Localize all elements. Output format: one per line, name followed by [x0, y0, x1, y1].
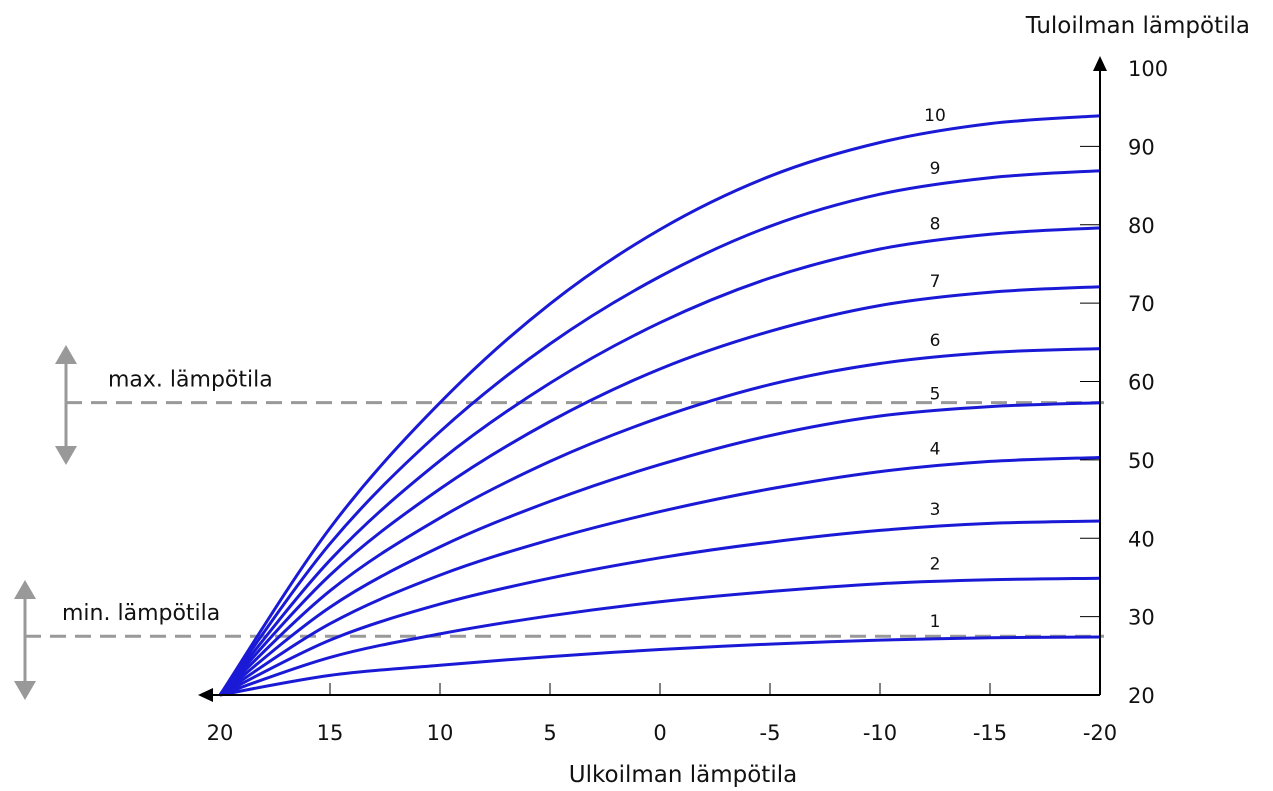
y-tick-label: 100 — [1128, 57, 1168, 81]
y-tick-label: 30 — [1128, 606, 1155, 630]
y-tick-label: 70 — [1128, 292, 1155, 316]
y-tick-label: 90 — [1128, 135, 1155, 159]
max-up-arrow-icon — [55, 345, 77, 364]
curve-label-3: 3 — [930, 500, 941, 520]
axes-layer — [198, 56, 1107, 702]
curve-label-9: 9 — [930, 159, 941, 179]
heating-curve-10 — [218, 114, 1101, 696]
curve-label-8: 8 — [930, 215, 941, 235]
y-tick-label: 80 — [1128, 214, 1155, 238]
y-tick-label: 50 — [1128, 449, 1155, 473]
max-temperature-label: max. lämpötila — [108, 368, 273, 393]
heating-curve-1 — [219, 635, 1101, 697]
x-axis-arrow-icon — [198, 688, 213, 702]
x-tick-label: -20 — [1083, 721, 1117, 745]
y-tick-label: 40 — [1128, 527, 1155, 551]
x-tick-label: 10 — [427, 721, 454, 745]
curve-label-4: 4 — [930, 440, 941, 460]
heating-curve-9 — [218, 169, 1101, 696]
min-temperature-label: min. lämpötila — [62, 601, 220, 626]
curve-labels-layer: 1 2 3 4 5 6 7 8 9 10 — [924, 106, 946, 632]
max-down-arrow-icon — [55, 446, 77, 465]
curve-label-1: 1 — [930, 612, 941, 632]
x-tick-label: -10 — [863, 721, 897, 745]
x-tick-label: 20 — [207, 721, 234, 745]
x-tick-label: -15 — [973, 721, 1007, 745]
curve-label-10: 10 — [924, 106, 946, 126]
y-axis-title: Tuloilman lämpötila — [1025, 13, 1250, 39]
heating-curve-3 — [219, 519, 1101, 697]
x-tick-label: 5 — [543, 721, 556, 745]
heating-curves-layer — [218, 114, 1101, 697]
heating-curve-8 — [218, 226, 1101, 696]
y-tick-label: 60 — [1128, 371, 1155, 395]
curve-label-2: 2 — [930, 555, 941, 575]
y-tick-label: 20 — [1128, 684, 1155, 708]
min-up-arrow-icon — [14, 580, 36, 599]
heating-curve-4 — [219, 456, 1101, 697]
heating-curve-7 — [218, 285, 1101, 697]
curve-label-5: 5 — [930, 384, 941, 404]
min-down-arrow-icon — [14, 681, 36, 700]
x-axis-title: Ulkoilman lämpötila — [569, 762, 797, 788]
heating-curve-5 — [219, 401, 1101, 697]
y-axis-arrow-icon — [1093, 56, 1107, 71]
x-tick-label: 15 — [317, 721, 344, 745]
x-tick-label: -5 — [760, 721, 781, 745]
curve-label-7: 7 — [930, 272, 941, 292]
limit-lines-layer: max. lämpötila min. lämpötila — [14, 345, 1104, 700]
curve-label-6: 6 — [930, 331, 941, 351]
x-tick-label: 0 — [653, 721, 666, 745]
heating-curve-6 — [218, 347, 1101, 697]
heating-curve-2 — [219, 576, 1101, 697]
